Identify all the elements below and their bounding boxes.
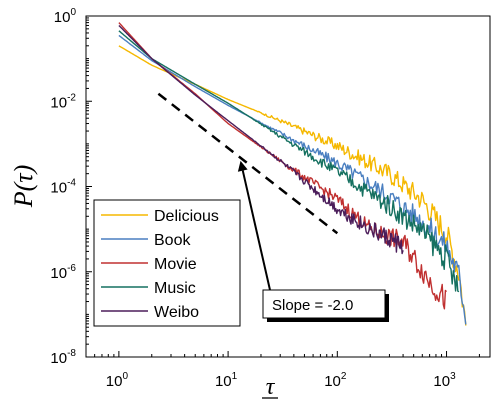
annotation-text: Slope = -2.0 [272,297,353,314]
legend: Delicious Book Movie Music Weibo [93,199,241,327]
annotation-arrow [241,170,271,291]
slope-annotation: Slope = -2.0 [237,160,389,322]
legend-label-delicious: Delicious [154,208,219,225]
annotation-box [262,289,386,319]
series-layer [118,22,467,326]
series-line-weibo [118,25,404,255]
series-line-music [118,30,460,293]
y-axis-ticks: 100 10-2 10-4 10-6 10-8 [50,7,92,367]
series-line-book [118,34,467,325]
y-tick-label: 10-8 [50,348,76,367]
legend-label-movie: Movie [154,256,197,273]
x-tick-label: 100 [106,371,129,390]
y-tick-label: 100 [54,7,77,26]
legend-label-weibo: Weibo [154,304,199,321]
y-axis-label: P(τ) [9,165,38,209]
x-tick-label: 103 [433,371,456,390]
x-axis-label: τ [266,374,276,400]
x-tick-label: 101 [215,371,238,390]
slope-reference-line [157,92,339,235]
y-tick-label: 10-6 [50,263,76,282]
x-tick-label: 102 [324,371,347,390]
y-tick-label: 10-4 [50,178,76,197]
legend-label-music: Music [154,280,196,297]
annotation-arrowhead [237,160,248,172]
legend-label-book: Book [154,232,191,249]
reference-layer [157,92,339,235]
y-tick-label: 10-2 [50,92,76,111]
x-axis-ticks: 100 101 102 103 [85,351,480,390]
